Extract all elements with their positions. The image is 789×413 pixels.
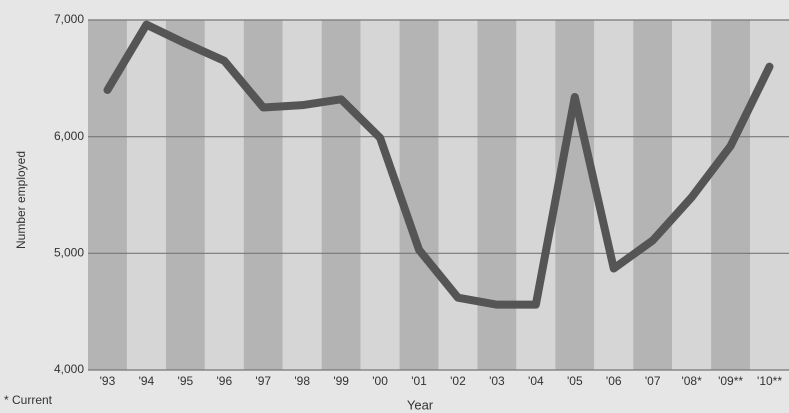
x-tick-label: '95 xyxy=(178,374,194,388)
y-axis-label: Number employed xyxy=(14,151,28,249)
x-tick-label: '05 xyxy=(567,374,583,388)
x-tick-label: '93 xyxy=(100,374,116,388)
x-tick-label: '01 xyxy=(411,374,427,388)
x-tick-label: '10** xyxy=(757,374,782,388)
x-tick-label: '97 xyxy=(255,374,271,388)
stripe xyxy=(126,20,166,370)
stripe xyxy=(399,20,439,370)
stripe xyxy=(438,20,478,370)
stripe xyxy=(516,20,556,370)
stripe xyxy=(282,20,322,370)
stripe xyxy=(555,20,595,370)
y-tick-label: 5,000 xyxy=(54,246,84,260)
x-tick-label: '03 xyxy=(489,374,505,388)
stripe xyxy=(88,20,127,370)
y-tick-label: 6,000 xyxy=(54,129,84,143)
x-tick-label: '06 xyxy=(606,374,622,388)
x-tick-label: '94 xyxy=(139,374,155,388)
x-tick-label: '99 xyxy=(333,374,349,388)
background-stripes xyxy=(88,20,789,370)
stripe xyxy=(477,20,517,370)
x-tick-label: '07 xyxy=(645,374,661,388)
x-tick-label: '09** xyxy=(718,374,743,388)
stripe xyxy=(360,20,400,370)
x-tick-label: '02 xyxy=(450,374,466,388)
stripe xyxy=(243,20,283,370)
x-axis-label: Year xyxy=(407,397,434,412)
stripe xyxy=(321,20,361,370)
y-tick-label: 7,000 xyxy=(54,12,84,26)
y-tick-label: 4,000 xyxy=(54,362,84,376)
stripe xyxy=(711,20,751,370)
data-line xyxy=(103,20,774,309)
stripe xyxy=(633,20,673,370)
stripe xyxy=(750,20,789,370)
x-tick-label: '08* xyxy=(681,374,702,388)
x-tick-label: '00 xyxy=(372,374,388,388)
x-tick-label: '98 xyxy=(294,374,310,388)
x-tick-label: '96 xyxy=(216,374,232,388)
stripe xyxy=(165,20,205,370)
x-tick-label: '04 xyxy=(528,374,544,388)
footnote: * Current xyxy=(4,393,53,407)
